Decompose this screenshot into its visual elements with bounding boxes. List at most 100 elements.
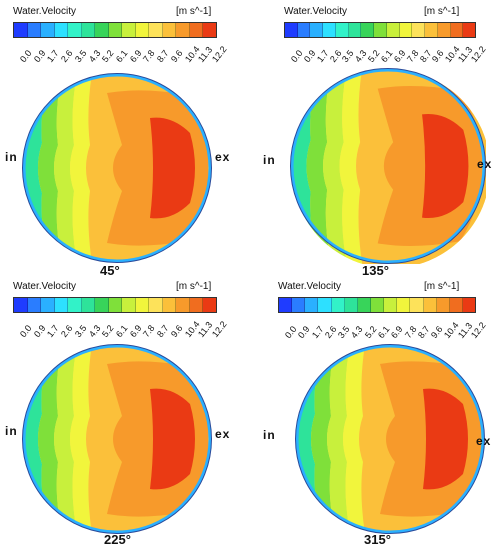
colorbar-tick-label: 5.2 <box>100 323 116 340</box>
colorbar-segment <box>135 23 150 37</box>
colorbar-segment <box>305 298 319 312</box>
colorbar-segment <box>176 23 190 37</box>
colorbar-tick-label: 4.3 <box>349 324 366 341</box>
colorbar-segment <box>108 23 123 37</box>
colorbar-segment <box>176 298 190 312</box>
colorbar <box>13 22 217 38</box>
colorbar-segment <box>162 298 177 312</box>
inlet-label: in <box>5 424 18 438</box>
colorbar-segment <box>374 23 387 37</box>
contour-band-lightgreen <box>38 346 62 532</box>
colorbar-tick-label: 12.2 <box>469 44 488 65</box>
velocity-contour <box>22 73 212 263</box>
contour-band-lightgreen <box>306 70 332 264</box>
colorbar-segment <box>449 298 463 312</box>
colorbar-segment <box>203 298 216 312</box>
colorbar-segment <box>14 23 28 37</box>
colorbar-segment <box>95 298 109 312</box>
pipe-outline <box>290 68 486 264</box>
colorbar-segment <box>323 23 336 37</box>
colorbar-segment <box>203 23 216 37</box>
colorbar-tick-label: 2.6 <box>59 48 75 65</box>
colorbar-segment <box>68 298 82 312</box>
contour-band-red <box>150 117 195 219</box>
colorbar-tick-label: 12.2 <box>210 44 229 65</box>
colorbar-segment <box>412 23 426 37</box>
colorbar-segment <box>41 298 55 312</box>
colorbar-unit: [m s^-1] <box>176 281 212 292</box>
colorbar-title: Water.Velocity <box>13 6 76 17</box>
colorbar-unit: [m s^-1] <box>176 6 212 17</box>
colorbar-tick-label: 0.9 <box>296 324 312 341</box>
pipe-outline <box>22 73 212 263</box>
contour-band-lightgreen <box>38 75 62 261</box>
colorbar-segment <box>462 298 476 312</box>
contour-band-yellowgreen <box>323 70 347 264</box>
colorbar-segment <box>436 298 450 312</box>
colorbar-segment <box>81 23 96 37</box>
outlet-label: ex <box>476 434 492 448</box>
colorbar-segment <box>27 23 42 37</box>
colorbar-tick-label: 3.5 <box>72 48 89 65</box>
colorbar-tick-label: 9.6 <box>168 323 185 340</box>
contour-band-yellow <box>70 75 92 261</box>
colorbar-segment <box>122 298 136 312</box>
colorbar-tick-label: 8.7 <box>155 323 171 340</box>
angle-label: 225° <box>104 532 131 547</box>
colorbar-segment <box>149 298 163 312</box>
colorbar-tick-label: 6.9 <box>389 324 405 341</box>
colorbar-title: Water.Velocity <box>13 281 76 292</box>
pipe-wall-ring <box>22 73 212 263</box>
panel-135: Water.Velocity [m s^-1] in ex 135° 0.0 0.… <box>263 0 497 278</box>
inlet-label: in <box>5 150 18 164</box>
colorbar-tick-label: 3.5 <box>72 323 89 340</box>
colorbar-tick-label: 6.1 <box>114 323 130 340</box>
colorbar-unit: [m s^-1] <box>424 281 460 292</box>
colorbar-tick-label: 0.0 <box>18 323 34 340</box>
velocity-contour <box>22 344 212 534</box>
inlet-label: in <box>263 153 276 167</box>
colorbar-tick-label: 5.2 <box>100 48 116 65</box>
colorbar-segment <box>189 23 204 37</box>
contour-band-yellowgreen <box>54 346 77 532</box>
contour-band-red <box>150 388 195 490</box>
colorbar-segment <box>370 298 385 312</box>
pipe-wall-ring <box>290 68 486 264</box>
colorbar-segment <box>318 298 332 312</box>
colorbar-segment <box>410 298 424 312</box>
velocity-contour <box>290 68 486 264</box>
contour-band-yellow <box>339 70 363 264</box>
colorbar-segment <box>279 298 293 312</box>
colorbar-tick-label: 1.7 <box>45 48 62 65</box>
colorbar-segment <box>399 23 413 37</box>
outlet-label: ex <box>477 157 493 171</box>
pipe-wall-ring <box>22 344 212 534</box>
colorbar-segment <box>81 298 96 312</box>
colorbar-tick-label: 1.7 <box>45 323 62 340</box>
colorbar-segment <box>344 298 358 312</box>
pipe-outline <box>295 344 485 534</box>
contour-band-yellow <box>70 346 92 532</box>
panel-225: Water.Velocity [m s^-1] in ex 225° 0.0 0.… <box>0 276 248 551</box>
outlet-label: ex <box>215 150 231 164</box>
pipe-outline <box>22 344 212 534</box>
colorbar-tick-label: 2.6 <box>59 323 75 340</box>
colorbar <box>278 297 476 313</box>
colorbar-segment <box>108 298 123 312</box>
outlet-label: ex <box>215 427 231 441</box>
colorbar-tick-label: 7.8 <box>141 323 158 340</box>
contour-band-yellow <box>343 346 365 532</box>
angle-label: 315° <box>364 532 391 547</box>
colorbar-segment <box>285 23 298 37</box>
colorbar-tick-label: 0.0 <box>18 48 34 65</box>
colorbar-segment <box>54 298 69 312</box>
colorbar-segment <box>27 298 42 312</box>
colorbar-tick-label: 12.2 <box>210 319 229 340</box>
pipe-wall-ring <box>295 344 485 534</box>
contour-band-red <box>422 113 469 219</box>
colorbar-title: Water.Velocity <box>278 281 341 292</box>
colorbar-segment <box>423 298 437 312</box>
colorbar-segment <box>357 298 371 312</box>
panel-45: Water.Velocity [m s^-1] in ex 45° 0.0 0.9… <box>0 0 248 278</box>
colorbar-tick-label: 9.6 <box>168 48 185 65</box>
